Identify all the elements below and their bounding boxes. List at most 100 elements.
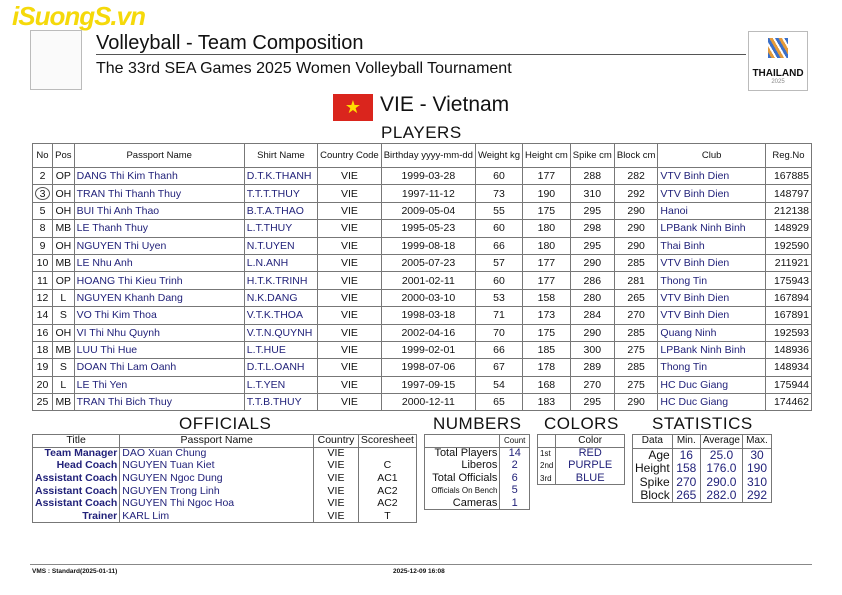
players-cell: TRAN Thi Bich Thuy bbox=[73, 393, 245, 412]
players-cell: 211921 bbox=[764, 253, 813, 273]
players-cell: VIE bbox=[317, 219, 382, 238]
players-cell: 11 bbox=[32, 271, 53, 290]
officials-cell: DAO Xuan Chung bbox=[119, 447, 315, 460]
players-cell: N.K.DANG bbox=[243, 288, 319, 308]
players-cell: 2000-12-11 bbox=[380, 393, 476, 412]
players-cell: L.T.THUY bbox=[243, 219, 319, 238]
officials-cell: Head Coach bbox=[31, 459, 121, 473]
officials-cell: VIE bbox=[313, 497, 359, 511]
players-cell: Thai Binh bbox=[657, 236, 766, 255]
players-cell: 10 bbox=[32, 253, 53, 273]
players-cell: HOANG Thi Kieu Trinh bbox=[73, 271, 245, 290]
players-cell: 2 bbox=[32, 166, 53, 186]
players-cell: V.T.K.THOA bbox=[243, 306, 319, 325]
players-cell: LPBank Ninh Binh bbox=[657, 340, 766, 360]
statistics-header-cell: Max. bbox=[741, 434, 773, 449]
players-header-cell: Club bbox=[657, 143, 766, 168]
players-cell: VIE bbox=[317, 358, 382, 377]
players-cell: VIE bbox=[317, 271, 382, 290]
players-cell: VIE bbox=[317, 375, 382, 395]
players-cell: 1998-07-06 bbox=[380, 358, 476, 377]
colors-cell: 3rd bbox=[536, 472, 557, 485]
players-cell: 285 bbox=[613, 253, 659, 273]
statistics-cell: 282.0 bbox=[699, 488, 743, 503]
officials-header-cell: Country bbox=[313, 434, 359, 448]
players-cell: 158 bbox=[522, 288, 571, 308]
players-cell: VIE bbox=[317, 323, 382, 342]
players-header-cell: Spike cm bbox=[569, 143, 615, 168]
players-cell: 2000-03-10 bbox=[380, 288, 476, 308]
officials-cell: Assistant Coach bbox=[31, 497, 121, 511]
players-cell: N.T.UYEN bbox=[243, 236, 319, 255]
players-cell: VIE bbox=[317, 288, 382, 308]
numbers-cell: 1 bbox=[499, 497, 530, 510]
players-cell: MB bbox=[52, 253, 75, 273]
players-cell: 281 bbox=[613, 271, 659, 290]
officials-cell: AC2 bbox=[357, 497, 418, 511]
players-cell: OP bbox=[52, 271, 75, 290]
players-cell: 167891 bbox=[764, 306, 813, 325]
statistics-row: Spike 270 290.0 310 bbox=[632, 475, 773, 489]
players-cell: 175 bbox=[522, 201, 571, 221]
players-cell: 16 bbox=[32, 323, 53, 342]
players-row: 12 L NGUYEN Khanh Dang N.K.DANG VIE 2000-03-1… bbox=[32, 288, 813, 308]
officials-cell: Trainer bbox=[31, 510, 121, 524]
players-cell: 282 bbox=[613, 166, 659, 186]
players-row: 2 OP DANG Thi Kim Thanh D.T.K.THANH VIE 1999-… bbox=[32, 166, 813, 186]
players-cell: 148797 bbox=[764, 184, 813, 203]
players-cell: VIE bbox=[317, 306, 382, 325]
players-cell: 177 bbox=[522, 271, 571, 290]
players-table: No Pos Passport Name Shirt Name Country Code… bbox=[32, 143, 813, 412]
players-cell: 60 bbox=[474, 166, 524, 186]
numbers-header-cell bbox=[423, 434, 501, 448]
players-cell: B.T.A.THAO bbox=[243, 201, 319, 221]
officials-cell bbox=[357, 447, 418, 460]
players-cell: 183 bbox=[522, 393, 571, 412]
players-row: 11 OP HOANG Thi Kieu Trinh H.T.K.TRINH VIE 20… bbox=[32, 271, 813, 290]
officials-row: Assistant Coach NGUYEN Ngoc Dung VIE AC1 bbox=[31, 472, 418, 485]
players-cell: 270 bbox=[569, 375, 615, 395]
players-cell: 180 bbox=[522, 236, 571, 255]
players-cell: 2005-07-23 bbox=[380, 253, 476, 273]
players-cell: 148936 bbox=[764, 340, 813, 360]
players-cell: 286 bbox=[569, 271, 615, 290]
players-cell: VTV Binh Dien bbox=[657, 288, 766, 308]
players-row: 25 MB TRAN Thi Bich Thuy T.T.B.THUY VIE 2000-… bbox=[32, 393, 813, 412]
numbers-row: Liberos 2 bbox=[423, 459, 530, 472]
players-cell: 57 bbox=[474, 253, 524, 273]
officials-cell: VIE bbox=[313, 447, 359, 460]
event-logo-year: 2025 bbox=[771, 79, 785, 85]
players-cell: 148934 bbox=[764, 358, 813, 377]
officials-header-cell: Scoresheet bbox=[357, 434, 418, 448]
players-cell: MB bbox=[52, 393, 75, 412]
colors-header-cell bbox=[536, 434, 557, 448]
colors-cell: RED bbox=[555, 447, 625, 460]
footer-version: VMS : Standard(2025-01-11) bbox=[32, 568, 118, 575]
players-cell: H.T.K.TRINH bbox=[243, 271, 319, 290]
players-cell: 2009-05-04 bbox=[380, 201, 476, 221]
players-cell: 288 bbox=[569, 166, 615, 186]
players-row: 8 MB LE Thanh Thuy L.T.THUY VIE 1995-05-23 60 1… bbox=[32, 219, 813, 238]
players-cell: 290 bbox=[613, 236, 659, 255]
colors-heading: COLORS bbox=[544, 414, 619, 433]
players-cell: LUU Thi Hue bbox=[73, 340, 245, 360]
officials-cell: Assistant Coach bbox=[31, 484, 121, 498]
players-cell: 1999-03-28 bbox=[380, 166, 476, 186]
numbers-cell: 2 bbox=[499, 459, 530, 472]
players-cell: 54 bbox=[474, 375, 524, 395]
players-cell: 66 bbox=[474, 340, 524, 360]
officials-cell: VIE bbox=[313, 510, 359, 524]
players-cell: NGUYEN Khanh Dang bbox=[73, 288, 245, 308]
statistics-cell: 176.0 bbox=[699, 461, 743, 475]
numbers-heading: NUMBERS bbox=[433, 414, 522, 433]
numbers-row: Total Players 14 bbox=[423, 447, 530, 460]
players-cell: 3 bbox=[32, 184, 53, 203]
numbers-row: Total Officials 6 bbox=[423, 472, 530, 485]
numbers-cell: 14 bbox=[499, 447, 530, 460]
numbers-table: Count Total Players 14 Liberos 2 Total Offici… bbox=[423, 434, 530, 510]
players-cell: 192590 bbox=[764, 236, 813, 255]
numbers-cell: 6 bbox=[499, 472, 530, 485]
players-row: 10 MB LE Nhu Anh L.N.ANH VIE 2005-07-23 57 177 2… bbox=[32, 253, 813, 273]
numbers-cell: Total Officials bbox=[423, 472, 501, 485]
players-cell: 1999-02-01 bbox=[380, 340, 476, 360]
